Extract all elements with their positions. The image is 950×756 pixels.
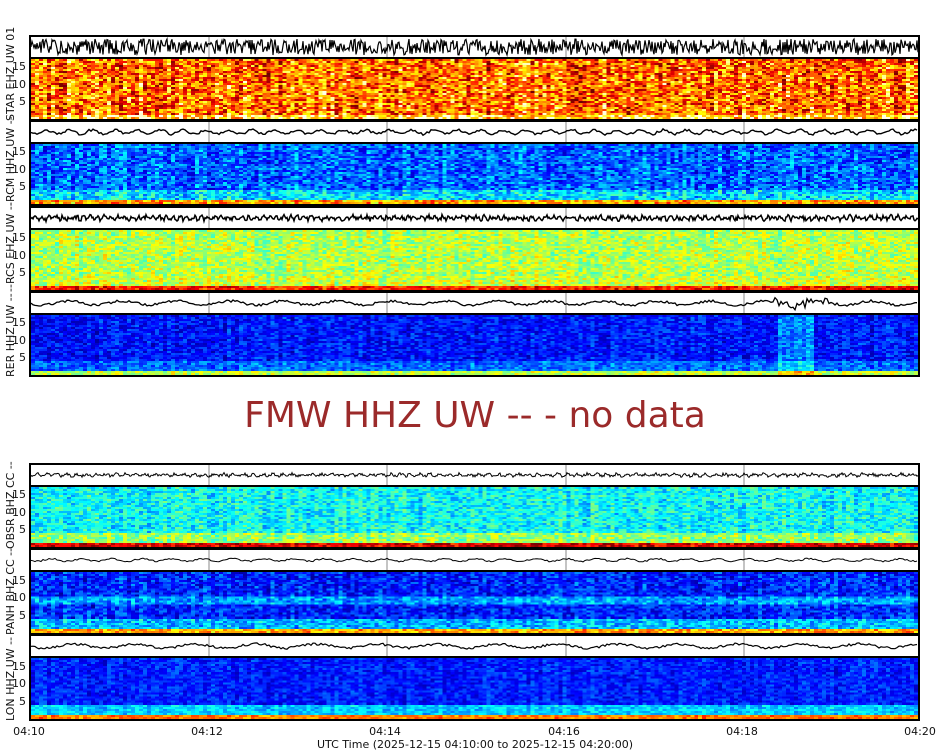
station-label: --RCS EHZ UW -- bbox=[4, 202, 17, 292]
waveform-trace bbox=[31, 37, 918, 57]
y-tick-label: 5 bbox=[19, 522, 26, 536]
waveform-trace bbox=[31, 208, 918, 228]
waveform-trace bbox=[31, 636, 918, 656]
x-axis-label: UTC Time (2025-12-15 04:10:00 to 2025-12… bbox=[317, 738, 633, 751]
y-tick-label: 10 bbox=[12, 77, 26, 91]
y-tick-label: 10 bbox=[12, 333, 26, 347]
station-panel bbox=[29, 206, 920, 292]
x-tick-0420: 04:20 bbox=[904, 725, 936, 738]
y-tick-label: 10 bbox=[12, 677, 26, 690]
y-tick-label: 10 bbox=[12, 591, 26, 604]
y-tick-label: 5 bbox=[19, 179, 26, 193]
y-tick-label: 5 bbox=[19, 265, 26, 279]
spectrogram bbox=[31, 142, 918, 204]
no-data-message: FMW HHZ UW -- - no data bbox=[244, 395, 706, 436]
y-tick-label: 10 bbox=[12, 248, 26, 262]
x-tick-0418: 04:18 bbox=[726, 725, 758, 738]
station-label: RER HHZ UW -- bbox=[4, 293, 17, 377]
waveform-trace bbox=[31, 465, 918, 485]
y-tick-label: 15 bbox=[12, 316, 26, 330]
y-tick-label: 10 bbox=[12, 505, 26, 519]
waveform-trace bbox=[31, 122, 918, 142]
station-panel bbox=[29, 548, 920, 635]
waveform-trace bbox=[31, 293, 918, 313]
spectrogram bbox=[31, 228, 918, 290]
spectrogram bbox=[31, 313, 918, 375]
station-panel bbox=[29, 634, 920, 721]
station-panel bbox=[29, 463, 920, 549]
station-label: PANH BHZ CC -- bbox=[4, 547, 17, 635]
station-panel bbox=[29, 291, 920, 377]
y-tick-label: 5 bbox=[19, 94, 26, 108]
y-tick-label: 15 bbox=[12, 231, 26, 245]
station-label: STAR EHZ UW 01 bbox=[4, 26, 17, 121]
y-tick-label: 5 bbox=[19, 608, 26, 622]
spectrogram bbox=[31, 570, 918, 633]
spectrogram bbox=[31, 485, 918, 547]
station-label: OBSR BHZ CC -- bbox=[4, 461, 17, 549]
spectrogram bbox=[31, 57, 918, 119]
station-label: -RCM HHZ UW -- bbox=[4, 116, 17, 206]
y-tick-label: 10 bbox=[12, 162, 26, 176]
y-tick-label: 5 bbox=[19, 350, 26, 364]
station-panel bbox=[29, 35, 920, 121]
station-label: LON HHZ UW -- bbox=[4, 636, 17, 721]
x-tick-0412: 04:12 bbox=[191, 725, 223, 738]
station-panel bbox=[29, 120, 920, 206]
y-tick-label: 15 bbox=[12, 659, 26, 673]
y-tick-label: 15 bbox=[12, 60, 26, 74]
y-tick-label: 15 bbox=[12, 488, 26, 502]
y-tick-label: 5 bbox=[19, 694, 26, 708]
x-tick-0414: 04:14 bbox=[369, 725, 401, 738]
waveform-trace bbox=[31, 550, 918, 570]
x-tick-0410: 04:10 bbox=[13, 725, 45, 738]
y-tick-label: 15 bbox=[12, 573, 26, 587]
y-tick-label: 15 bbox=[12, 145, 26, 159]
x-tick-0416: 04:16 bbox=[548, 725, 580, 738]
spectrogram bbox=[31, 656, 918, 719]
